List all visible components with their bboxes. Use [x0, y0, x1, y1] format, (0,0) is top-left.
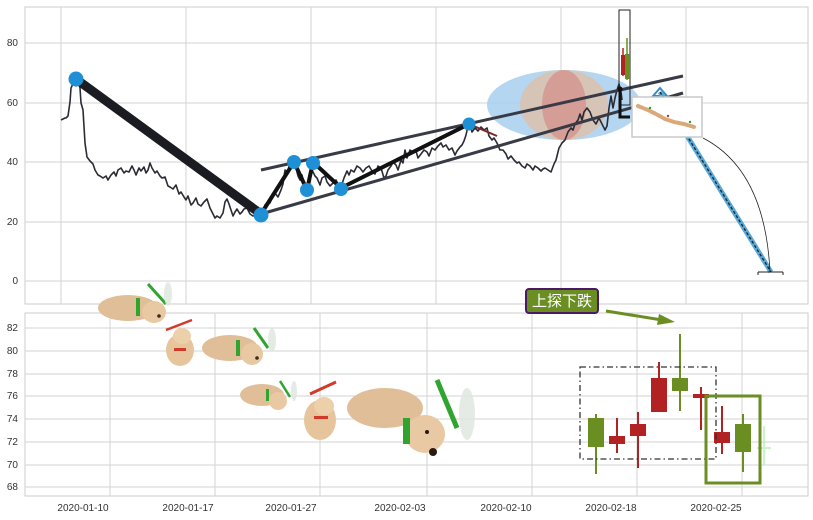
pivot-marker — [462, 117, 476, 131]
svg-text:2020-02-10: 2020-02-10 — [480, 503, 532, 514]
candle-up — [735, 414, 751, 472]
top-plot: 80 60 40 20 0 — [7, 6, 809, 305]
candle-ghost — [757, 426, 771, 465]
svg-text:40: 40 — [7, 157, 19, 168]
candle-up — [672, 334, 688, 411]
puppy — [304, 380, 337, 440]
highlight-box — [704, 394, 762, 485]
peak-mini-candles — [617, 9, 631, 119]
svg-text:2020-01-17: 2020-01-17 — [162, 503, 214, 514]
svg-text:74: 74 — [7, 414, 19, 425]
svg-text:2020-01-10: 2020-01-10 — [57, 503, 109, 514]
svg-text:2020-02-03: 2020-02-03 — [374, 503, 426, 514]
puppy — [165, 318, 194, 366]
lower-channel-line — [260, 91, 684, 216]
pivot-marker — [287, 155, 301, 169]
svg-text:78: 78 — [7, 369, 19, 380]
pivot-marker — [306, 156, 320, 170]
candle-down — [714, 406, 730, 454]
bottom-y-tick-labels: 82 80 78 76 74 72 70 68 — [7, 323, 19, 493]
annotation-label: 上探下跌 — [525, 288, 600, 314]
inset-thumbnail — [631, 96, 703, 138]
candle-up — [588, 414, 604, 474]
svg-text:82: 82 — [7, 323, 19, 334]
pivot-marker — [68, 71, 84, 87]
candle-down — [651, 362, 667, 412]
pivot-markers — [68, 71, 476, 223]
ellipse-zone — [487, 70, 641, 140]
x-tick-labels: 2020-01-10 2020-01-17 2020-01-27 2020-02… — [57, 503, 742, 514]
svg-text:70: 70 — [7, 460, 19, 471]
svg-text:20: 20 — [7, 217, 19, 228]
pivot-marker — [253, 207, 269, 223]
svg-text:60: 60 — [7, 98, 19, 109]
pivot-marker — [300, 183, 314, 197]
svg-text:2020-02-18: 2020-02-18 — [585, 503, 637, 514]
puppy — [202, 327, 276, 365]
candlesticks — [588, 334, 771, 474]
flying-puppies-image — [98, 282, 475, 456]
annotation-arrow — [605, 309, 675, 325]
svg-text:2020-02-25: 2020-02-25 — [690, 503, 742, 514]
bottom-plot: 82 80 78 76 74 72 70 68 2020-01-10 2020-… — [7, 282, 809, 514]
svg-text:80: 80 — [7, 346, 19, 357]
svg-text:68: 68 — [7, 482, 19, 493]
price-line — [60, 78, 623, 219]
pivot-marker — [334, 182, 348, 196]
svg-text:80: 80 — [7, 38, 19, 49]
top-grid — [25, 7, 808, 304]
svg-text:72: 72 — [7, 437, 19, 448]
puppy — [98, 282, 172, 323]
pattern-dashdot-box — [579, 366, 717, 460]
svg-text:76: 76 — [7, 391, 19, 402]
top-y-tick-labels: 80 60 40 20 0 — [7, 38, 19, 287]
puppy — [240, 380, 297, 410]
candle-down — [609, 418, 625, 453]
puppy — [347, 379, 475, 456]
svg-text:0: 0 — [12, 276, 18, 287]
svg-text:2020-01-27: 2020-01-27 — [265, 503, 317, 514]
candle-down — [693, 387, 709, 430]
